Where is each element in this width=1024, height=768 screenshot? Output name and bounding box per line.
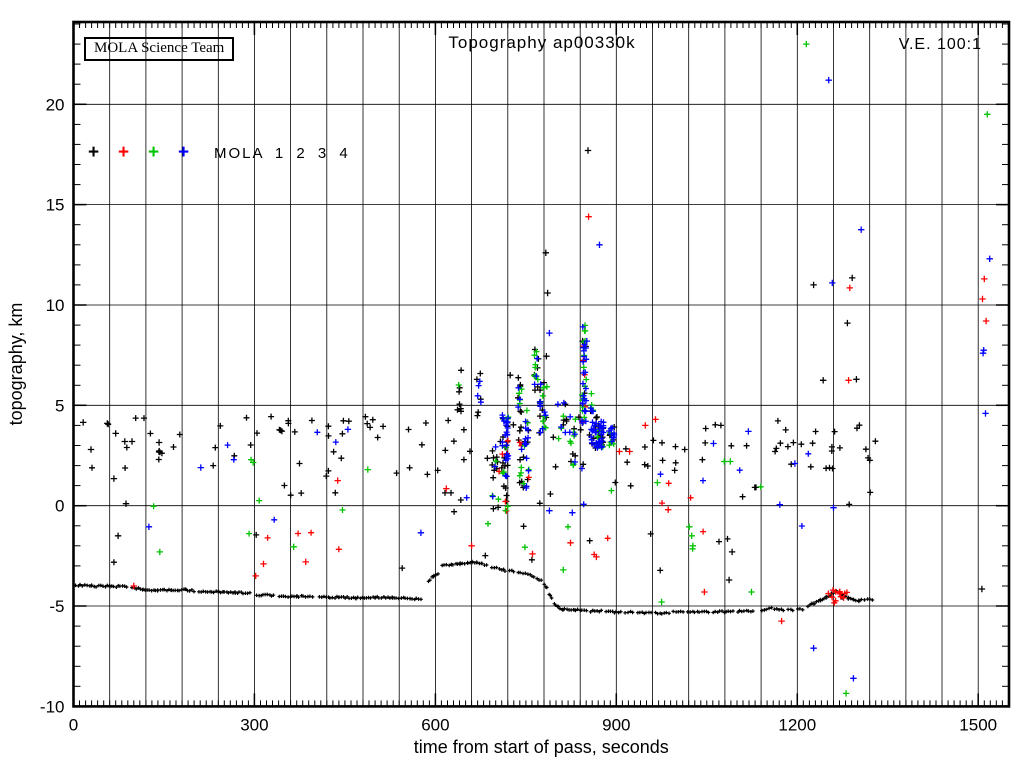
- svg-text:1500: 1500: [959, 715, 997, 734]
- svg-text:-5: -5: [49, 597, 64, 616]
- chart-title: Topography ap00330k: [448, 33, 636, 52]
- mola-4-points: [145, 77, 993, 682]
- svg-text:-10: -10: [40, 697, 65, 716]
- svg-text:15: 15: [46, 196, 65, 215]
- science-team-watermark: MOLA Science Team: [84, 37, 235, 61]
- svg-text:0: 0: [55, 497, 64, 516]
- ground-track: [73, 559, 875, 616]
- svg-text:600: 600: [421, 715, 449, 734]
- legend-plus-mola2-icon: +: [118, 142, 130, 163]
- y-tick-labels: -10 -5 0 5 10 15 20: [40, 95, 65, 716]
- plot-frame: [72, 20, 1011, 708]
- x-tick-labels: 0 300 600 900 1200 1500: [69, 715, 997, 734]
- legend-label: MOLA 1 2 3 4: [214, 144, 350, 162]
- legend-plus-mola4-icon: +: [178, 142, 190, 163]
- legend-plus-mola3-icon: +: [148, 142, 160, 163]
- svg-text:0: 0: [69, 715, 78, 734]
- grid: [73, 22, 1009, 707]
- svg-text:10: 10: [46, 296, 65, 315]
- vertical-exaggeration-label: V.E. 100:1: [898, 36, 982, 53]
- x-axis-title: time from start of pass, seconds: [414, 737, 669, 757]
- legend-plus-mola1-icon: +: [88, 142, 100, 163]
- svg-text:1200: 1200: [778, 715, 816, 734]
- scatter-points: [80, 40, 993, 697]
- svg-text:20: 20: [46, 95, 65, 114]
- legend: + + + + MOLA 1 2 3 4: [88, 143, 350, 163]
- svg-text:300: 300: [240, 715, 268, 734]
- svg-text:5: 5: [55, 396, 64, 415]
- svg-text:900: 900: [602, 715, 630, 734]
- y-axis-title: topography, km: [6, 303, 26, 426]
